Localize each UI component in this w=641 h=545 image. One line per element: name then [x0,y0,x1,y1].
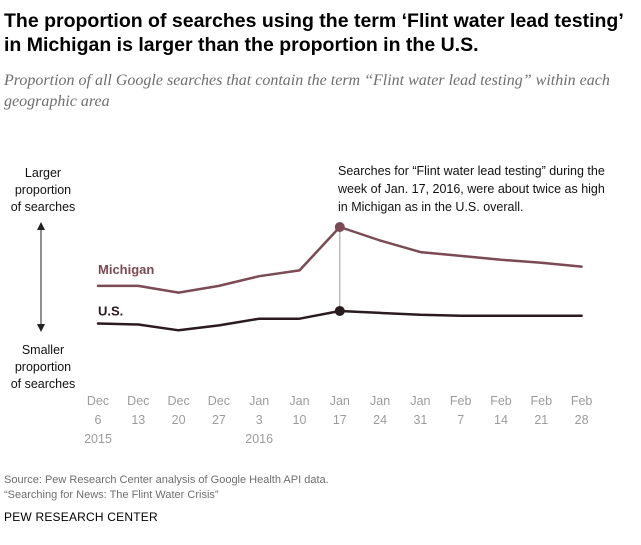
y-axis-top-label-line: of searches [11,200,76,214]
series-lines: Michigan U.S. [96,222,583,332]
y-axis-labels: Larger proportion of searches Smaller propor… [11,166,76,391]
y-axis-top-label-line: proportion [15,183,71,197]
x-tick-label-month: Jan [289,394,309,408]
y-axis-arrow [37,222,45,332]
x-tick-label-month: Feb [571,394,593,408]
annotation: Searches for “Flint water lead testing” … [337,164,605,311]
x-tick-label-month: Dec [127,394,149,408]
x-axis: Dec 6 Dec 13 Dec 20 Dec 27 Jan 3 Jan 10 Jan 17 Jan 24 Ja… [84,394,592,446]
x-tick-label-month: Jan [410,394,430,408]
arrow-up-icon [37,222,45,230]
x-tick-label-day: 20 [172,413,186,427]
y-axis-bottom-label-line: of searches [11,377,76,391]
annotation-line: Searches for “Flint water lead testing” … [338,164,605,178]
x-tick-label-day: 28 [575,413,589,427]
x-tick-label-month: Dec [167,394,189,408]
annotation-line: week of Jan. 17, 2016, were about twice … [337,182,605,196]
x-tick-label-month: Dec [87,394,109,408]
x-year-label: 2016 [245,432,273,446]
x-tick-label-day: 17 [333,413,347,427]
source-line: Source: Pew Research Center analysis of … [4,474,329,486]
x-tick-label-day: 21 [534,413,548,427]
source-note: Source: Pew Research Center analysis of … [4,473,329,503]
x-tick-label-day: 31 [413,413,427,427]
x-tick-label-day: 7 [457,413,464,427]
data-point-us [334,305,345,316]
y-axis-top-label-line: Larger [25,166,61,180]
x-tick-label-day: 24 [373,413,387,427]
annotation-line: in Michigan as in the U.S. overall. [338,200,524,214]
x-tick-label-month: Dec [208,394,230,408]
y-axis-bottom-label-line: Smaller [22,343,64,357]
chart-subtitle: Proportion of all Google searches that c… [4,72,610,110]
y-axis-bottom-label-line: proportion [15,360,71,374]
x-tick-label-day: 14 [494,413,508,427]
x-tick-label-month: Feb [531,394,553,408]
x-tick-label-month: Jan [370,394,390,408]
x-year-label: 2015 [84,432,112,446]
x-tick-label-day: 13 [131,413,145,427]
x-tick-label-month: Jan [249,394,269,408]
brand-logo-text: PEW RESEARCH CENTER [4,510,158,524]
x-tick-label-day: 6 [95,413,102,427]
x-tick-label-day: 10 [293,413,307,427]
chart-title: The proportion of searches using the ter… [4,10,623,56]
series-label-us: U.S. [98,304,123,319]
series-label-michigan: Michigan [98,262,154,277]
x-tick-label-day: 3 [256,413,263,427]
x-tick-label-month: Jan [330,394,350,408]
report-title-line: “Searching for News: The Flint Water Cri… [4,489,219,501]
x-tick-label-day: 27 [212,413,226,427]
arrow-down-icon [37,324,45,332]
data-point-michigan [334,222,345,232]
x-tick-label-month: Feb [450,394,472,408]
x-tick-label-month: Feb [490,394,512,408]
